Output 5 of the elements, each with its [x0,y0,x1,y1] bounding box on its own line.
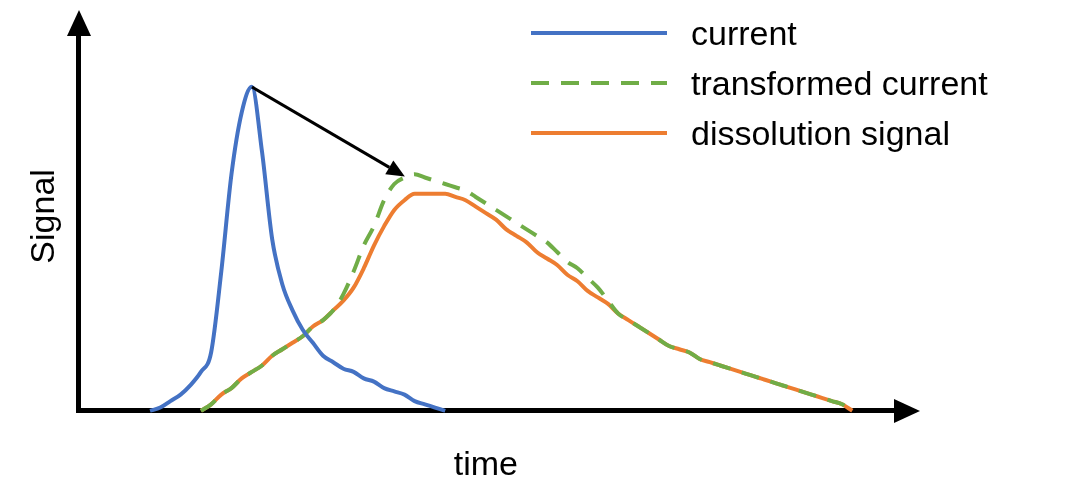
y-axis-title: Signal [22,169,61,264]
legend-label: current [691,13,797,53]
x-axis-title: time [453,443,519,482]
legend-label: dissolution signal [691,113,950,153]
legend-label: transformed current [691,63,988,103]
